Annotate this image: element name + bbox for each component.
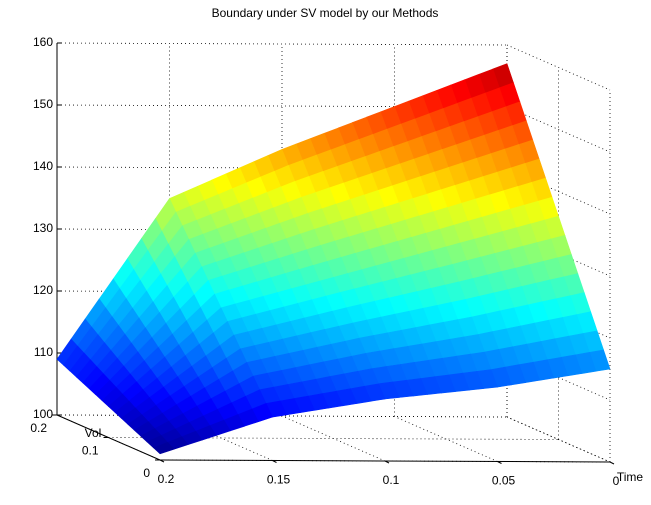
grid-line [281, 415, 386, 462]
z-tick-label: 120 [33, 283, 53, 297]
grid-line [506, 44, 611, 91]
x-tick-label: 0.1 [383, 473, 400, 487]
grid-line [506, 168, 611, 215]
y-axis-label: Vol [85, 426, 102, 440]
tick-mark [159, 459, 165, 463]
grid-line [506, 106, 611, 153]
tick-mark [272, 460, 277, 463]
surface-patch [153, 441, 175, 455]
x-tick-label: 0.05 [492, 474, 516, 488]
z-tick-label: 160 [33, 35, 53, 49]
y-tick-label: 0.2 [30, 421, 47, 435]
tick-mark [384, 460, 390, 464]
z-tick-label: 150 [33, 97, 53, 111]
chart-title: Boundary under SV model by our Methods [212, 6, 439, 20]
z-tick-label: 100 [33, 407, 53, 421]
z-tick-label: 110 [34, 345, 53, 359]
x-tick-label: 0.2 [158, 472, 175, 486]
grid-line [506, 416, 611, 463]
x-tick-label: 0 [613, 474, 620, 488]
grid-line [394, 416, 498, 462]
x-tick-label: 0.15 [267, 473, 291, 487]
y-tick-label: 0.1 [82, 444, 99, 458]
y-tick-label: 0 [143, 466, 150, 480]
tick-mark [609, 461, 615, 465]
x-axis-label: Time [617, 470, 644, 484]
tick-mark [497, 461, 502, 464]
z-tick-label: 140 [33, 159, 53, 173]
z-tick-label: 130 [33, 221, 53, 235]
